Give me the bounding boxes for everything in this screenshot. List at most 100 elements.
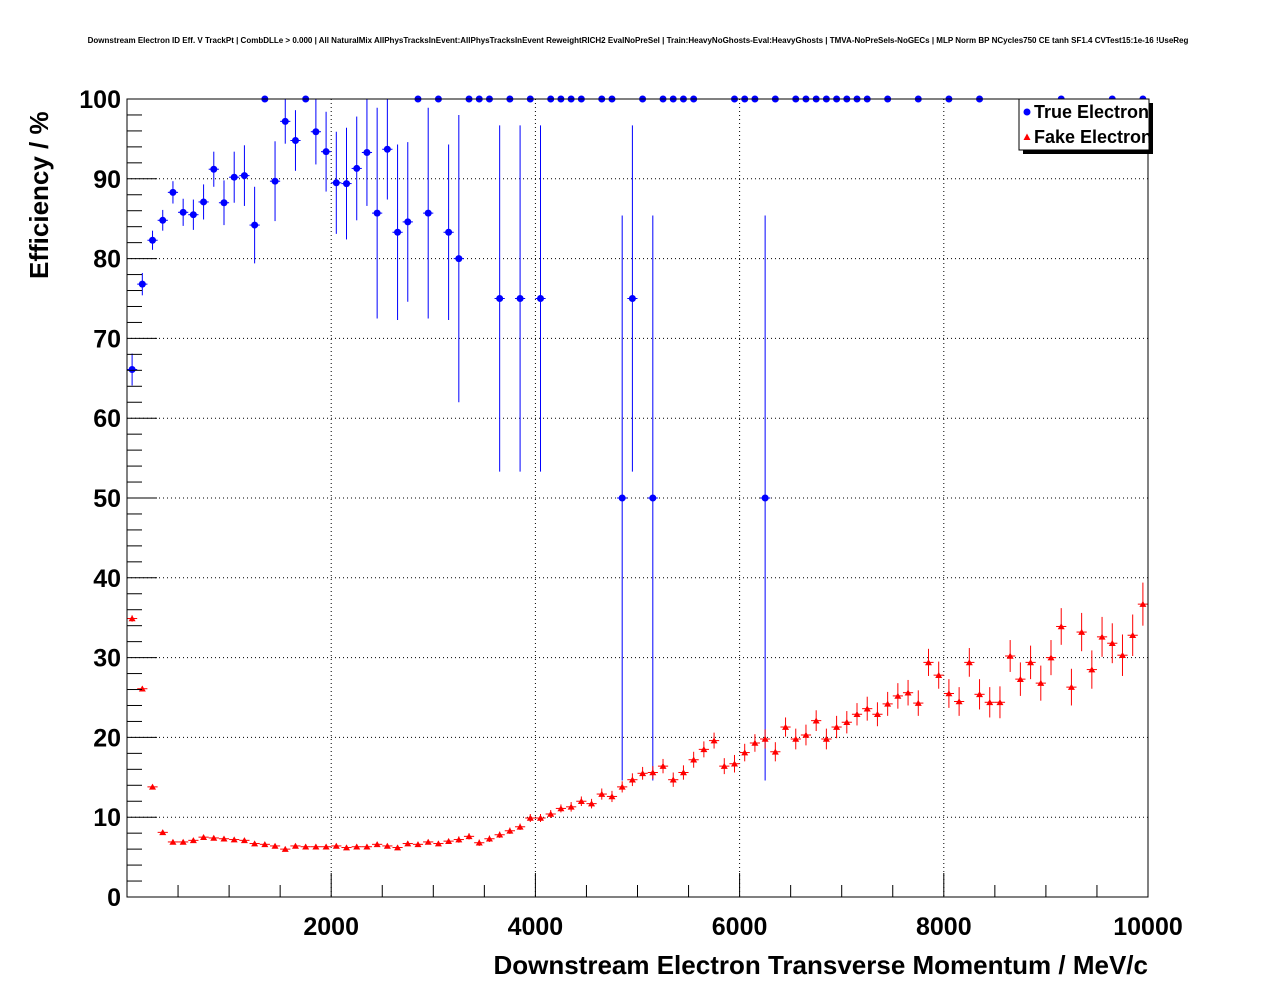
data-point xyxy=(312,128,320,136)
data-point xyxy=(1067,683,1075,690)
data-point xyxy=(884,700,892,707)
legend-label-fake-electron: Fake Electron xyxy=(1034,127,1152,147)
y-tick-label: 100 xyxy=(79,86,121,114)
data-point xyxy=(230,836,238,843)
data-point xyxy=(251,221,259,229)
data-point xyxy=(935,671,943,678)
legend: True Electron Fake Electron xyxy=(1018,98,1153,154)
data-point xyxy=(965,659,973,666)
data-point xyxy=(924,659,932,666)
x-axis-label: Downstream Electron Transverse Momentum … xyxy=(493,950,1148,980)
data-point xyxy=(394,844,402,851)
data-point xyxy=(628,776,636,783)
data-point xyxy=(322,843,330,850)
data-point xyxy=(322,148,330,156)
data-point xyxy=(281,117,289,125)
data-point xyxy=(414,841,422,848)
data-point xyxy=(363,843,371,850)
data-point xyxy=(496,295,504,302)
data-point xyxy=(332,842,340,849)
data-point xyxy=(261,841,269,848)
data-point xyxy=(567,803,575,810)
data-point xyxy=(434,840,442,847)
data-point xyxy=(976,691,984,698)
x-tick-label: 2000 xyxy=(303,913,359,941)
data-point xyxy=(240,172,248,180)
data-point xyxy=(383,145,391,153)
legend-marker-true-electron xyxy=(1023,108,1031,116)
x-tick-label: 8000 xyxy=(916,913,972,941)
data-point xyxy=(1016,675,1024,682)
data-point xyxy=(679,769,687,776)
data-point xyxy=(1027,659,1035,666)
data-point xyxy=(700,746,708,753)
data-point xyxy=(496,831,504,838)
data-point xyxy=(485,835,493,842)
x-tick-labels: 2000 4000 6000 8000 10000 xyxy=(303,913,1182,941)
y-tick-label: 50 xyxy=(93,485,121,513)
data-point xyxy=(537,295,545,302)
data-point xyxy=(873,711,881,718)
chart-title: Downstream Electron ID Eff. V TrackPt | … xyxy=(88,36,1189,45)
data-point xyxy=(618,783,626,790)
data-point xyxy=(200,833,208,840)
y-tick-labels: 0 10 20 30 40 50 60 70 80 90 100 xyxy=(79,86,121,912)
data-point xyxy=(383,842,391,849)
data-point xyxy=(251,840,259,847)
data-point xyxy=(394,228,402,236)
data-point xyxy=(220,199,228,207)
data-point xyxy=(955,698,963,705)
x-tick-label: 6000 xyxy=(712,913,768,941)
data-point xyxy=(608,793,616,800)
data-point xyxy=(343,180,351,188)
data-point xyxy=(1118,652,1126,659)
data-point xyxy=(169,838,177,845)
data-point xyxy=(516,823,524,830)
data-point xyxy=(730,760,738,767)
data-point xyxy=(1098,633,1106,640)
data-point xyxy=(639,770,647,777)
data-point xyxy=(445,837,453,844)
x-tick-label: 4000 xyxy=(508,913,564,941)
data-point xyxy=(159,216,167,224)
data-point xyxy=(761,735,769,742)
y-axis-label: Efficiency / % xyxy=(24,111,54,279)
data-point xyxy=(853,711,861,718)
data-point xyxy=(659,762,667,769)
data-point xyxy=(343,844,351,851)
data-point xyxy=(577,798,585,805)
data-point xyxy=(128,366,136,374)
y-tick-label: 80 xyxy=(93,246,121,274)
data-point xyxy=(179,838,187,845)
data-point xyxy=(169,188,177,196)
legend-marker-fake-electron xyxy=(1023,133,1031,140)
data-point xyxy=(404,218,412,226)
x-tick-label: 10000 xyxy=(1113,913,1183,941)
data-point xyxy=(649,494,657,502)
data-point xyxy=(741,749,749,756)
data-point xyxy=(424,838,432,845)
data-point xyxy=(792,735,800,742)
data-point xyxy=(465,833,473,840)
data-point xyxy=(312,843,320,850)
data-point xyxy=(649,769,657,776)
data-point xyxy=(1037,679,1045,686)
data-point xyxy=(373,841,381,848)
data-point xyxy=(220,835,228,842)
data-point xyxy=(200,198,208,206)
y-tick-label: 90 xyxy=(93,166,121,194)
y-tick-label: 10 xyxy=(93,804,121,832)
data-point xyxy=(281,845,289,852)
data-point xyxy=(557,805,565,812)
data-point xyxy=(240,837,248,844)
data-point xyxy=(986,699,994,706)
data-point xyxy=(1088,666,1096,673)
legend-box xyxy=(1018,98,1150,151)
data-point xyxy=(1057,623,1065,630)
data-point xyxy=(761,494,769,502)
data-point xyxy=(710,737,718,744)
data-point xyxy=(138,280,146,288)
data-point xyxy=(149,236,157,244)
y-tick-label: 30 xyxy=(93,645,121,673)
